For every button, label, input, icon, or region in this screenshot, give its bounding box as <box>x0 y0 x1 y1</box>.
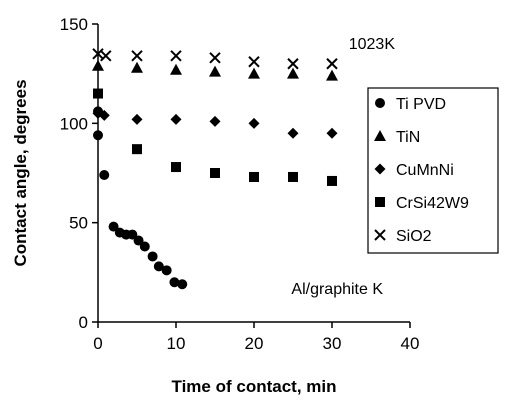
y-tick-label: 50 <box>69 214 88 233</box>
point-cumnni <box>170 113 182 125</box>
point-cumnni <box>248 117 260 129</box>
x-ticks: 0 10 20 30 40 <box>93 322 419 353</box>
x-axis-title: Time of contact, min <box>172 377 337 396</box>
point-ti-pvd <box>99 169 110 180</box>
legend-label-crsi42w9: CrSi42W9 <box>396 195 469 212</box>
x-tick-label: 40 <box>401 334 420 353</box>
point-ti-pvd <box>153 261 164 272</box>
x-tick-label: 30 <box>323 334 342 353</box>
x-tick-label: 10 <box>167 334 186 353</box>
point-tin <box>326 69 338 81</box>
point-crsi42w9 <box>249 171 259 182</box>
point-cumnni <box>131 113 143 125</box>
point-cumnni <box>209 115 221 127</box>
legend-marker-crsi42w9 <box>375 197 385 207</box>
x-tick-label: 0 <box>93 334 102 353</box>
point-sio2 <box>287 58 299 70</box>
point-tin <box>248 67 260 79</box>
point-cumnni <box>98 109 110 121</box>
point-sio2 <box>131 50 143 62</box>
point-sio2 <box>248 56 260 68</box>
point-ti-pvd <box>161 265 172 276</box>
legend-label-cumnni: CuMnNi <box>396 162 454 179</box>
legend-label-tin: TiN <box>396 129 420 146</box>
legend: Ti PVD TiN CuMnNi CrSi42W9 SiO2 <box>367 87 499 254</box>
point-tin <box>92 59 104 71</box>
legend-marker-ti-pvd <box>375 98 385 108</box>
point-ti-pvd <box>177 279 188 290</box>
y-tick-label: 100 <box>60 114 88 133</box>
data-marks <box>92 48 338 290</box>
point-tin <box>170 63 182 75</box>
point-crsi42w9 <box>93 88 103 99</box>
point-ti-pvd <box>169 277 180 288</box>
point-cumnni <box>326 127 338 139</box>
point-tin <box>287 67 299 79</box>
temperature-annotation: 1023K <box>349 36 396 53</box>
point-ti-pvd <box>139 241 150 252</box>
point-cumnni <box>287 127 299 139</box>
point-sio2 <box>326 58 338 70</box>
point-crsi42w9 <box>171 162 181 173</box>
legend-label-ti-pvd: Ti PVD <box>396 96 446 113</box>
legend-label-sio2: SiO2 <box>396 228 432 245</box>
point-ti-pvd <box>93 130 103 141</box>
point-sio2 <box>209 52 221 64</box>
point-ti-pvd <box>108 221 119 232</box>
point-crsi42w9 <box>327 175 337 186</box>
y-axis-title: Contact angle, degrees <box>11 79 30 266</box>
legend-box <box>367 87 499 254</box>
legend-marker-sio2 <box>374 229 386 241</box>
system-annotation: Al/graphite K <box>291 281 383 298</box>
y-ticks: 0 50 100 150 <box>60 15 98 332</box>
point-sio2 <box>100 50 112 62</box>
point-crsi42w9 <box>288 171 298 182</box>
y-tick-label: 0 <box>79 313 88 332</box>
legend-marker-cumnni <box>374 163 386 175</box>
x-tick-label: 20 <box>245 334 264 353</box>
point-ti-pvd <box>127 229 138 240</box>
point-sio2 <box>170 50 182 62</box>
point-tin <box>131 61 143 73</box>
point-tin <box>209 65 221 77</box>
point-crsi42w9 <box>210 168 220 178</box>
y-tick-label: 150 <box>60 15 88 34</box>
point-ti-pvd <box>133 235 144 246</box>
point-ti-pvd <box>147 251 158 262</box>
point-crsi42w9 <box>132 144 142 155</box>
legend-marker-tin <box>374 130 386 141</box>
